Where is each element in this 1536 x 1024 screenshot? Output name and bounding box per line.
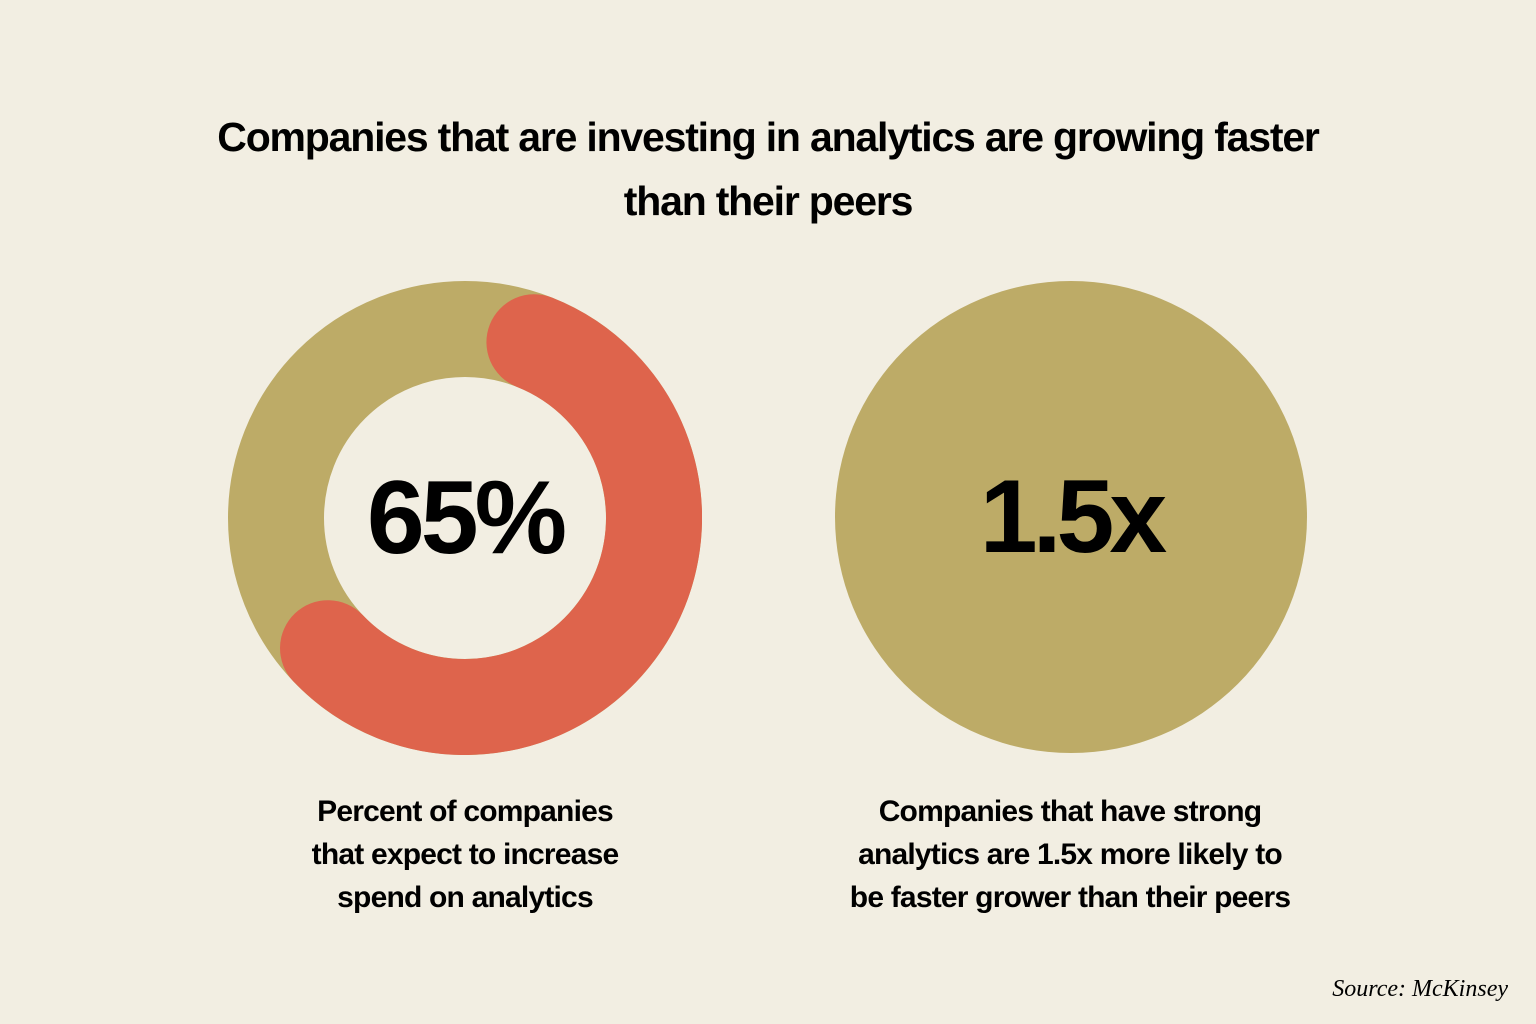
circle-caption: Companies that have strong analytics are… <box>770 790 1370 919</box>
donut-svg <box>228 281 702 755</box>
title-line: than their peers <box>623 178 914 224</box>
caption-line: Companies that have strong <box>878 795 1262 828</box>
caption-line: that expect to increase <box>311 838 620 871</box>
chart-title: Companies that are investing in analytic… <box>0 105 1536 233</box>
caption-line: spend on analytics <box>337 881 593 914</box>
donut-arc-value <box>280 294 702 755</box>
caption-line: be faster grower than their peers <box>849 881 1291 914</box>
donut-chart: 65% <box>228 281 702 755</box>
caption-line: Percent of companies <box>317 795 614 828</box>
title-line: Companies that are investing in analytic… <box>217 114 1320 160</box>
circle-value-label: 1.5x <box>979 458 1167 575</box>
donut-caption: Percent of companies that expect to incr… <box>215 790 715 919</box>
stat-circle: 1.5x <box>835 281 1307 753</box>
circle-stat: 1.5x <box>835 281 1307 753</box>
donut-value-label: 65% <box>366 459 567 576</box>
caption-line: analytics are 1.5x more likely to <box>858 838 1283 871</box>
source-note: Source: McKinsey <box>1332 976 1508 1002</box>
